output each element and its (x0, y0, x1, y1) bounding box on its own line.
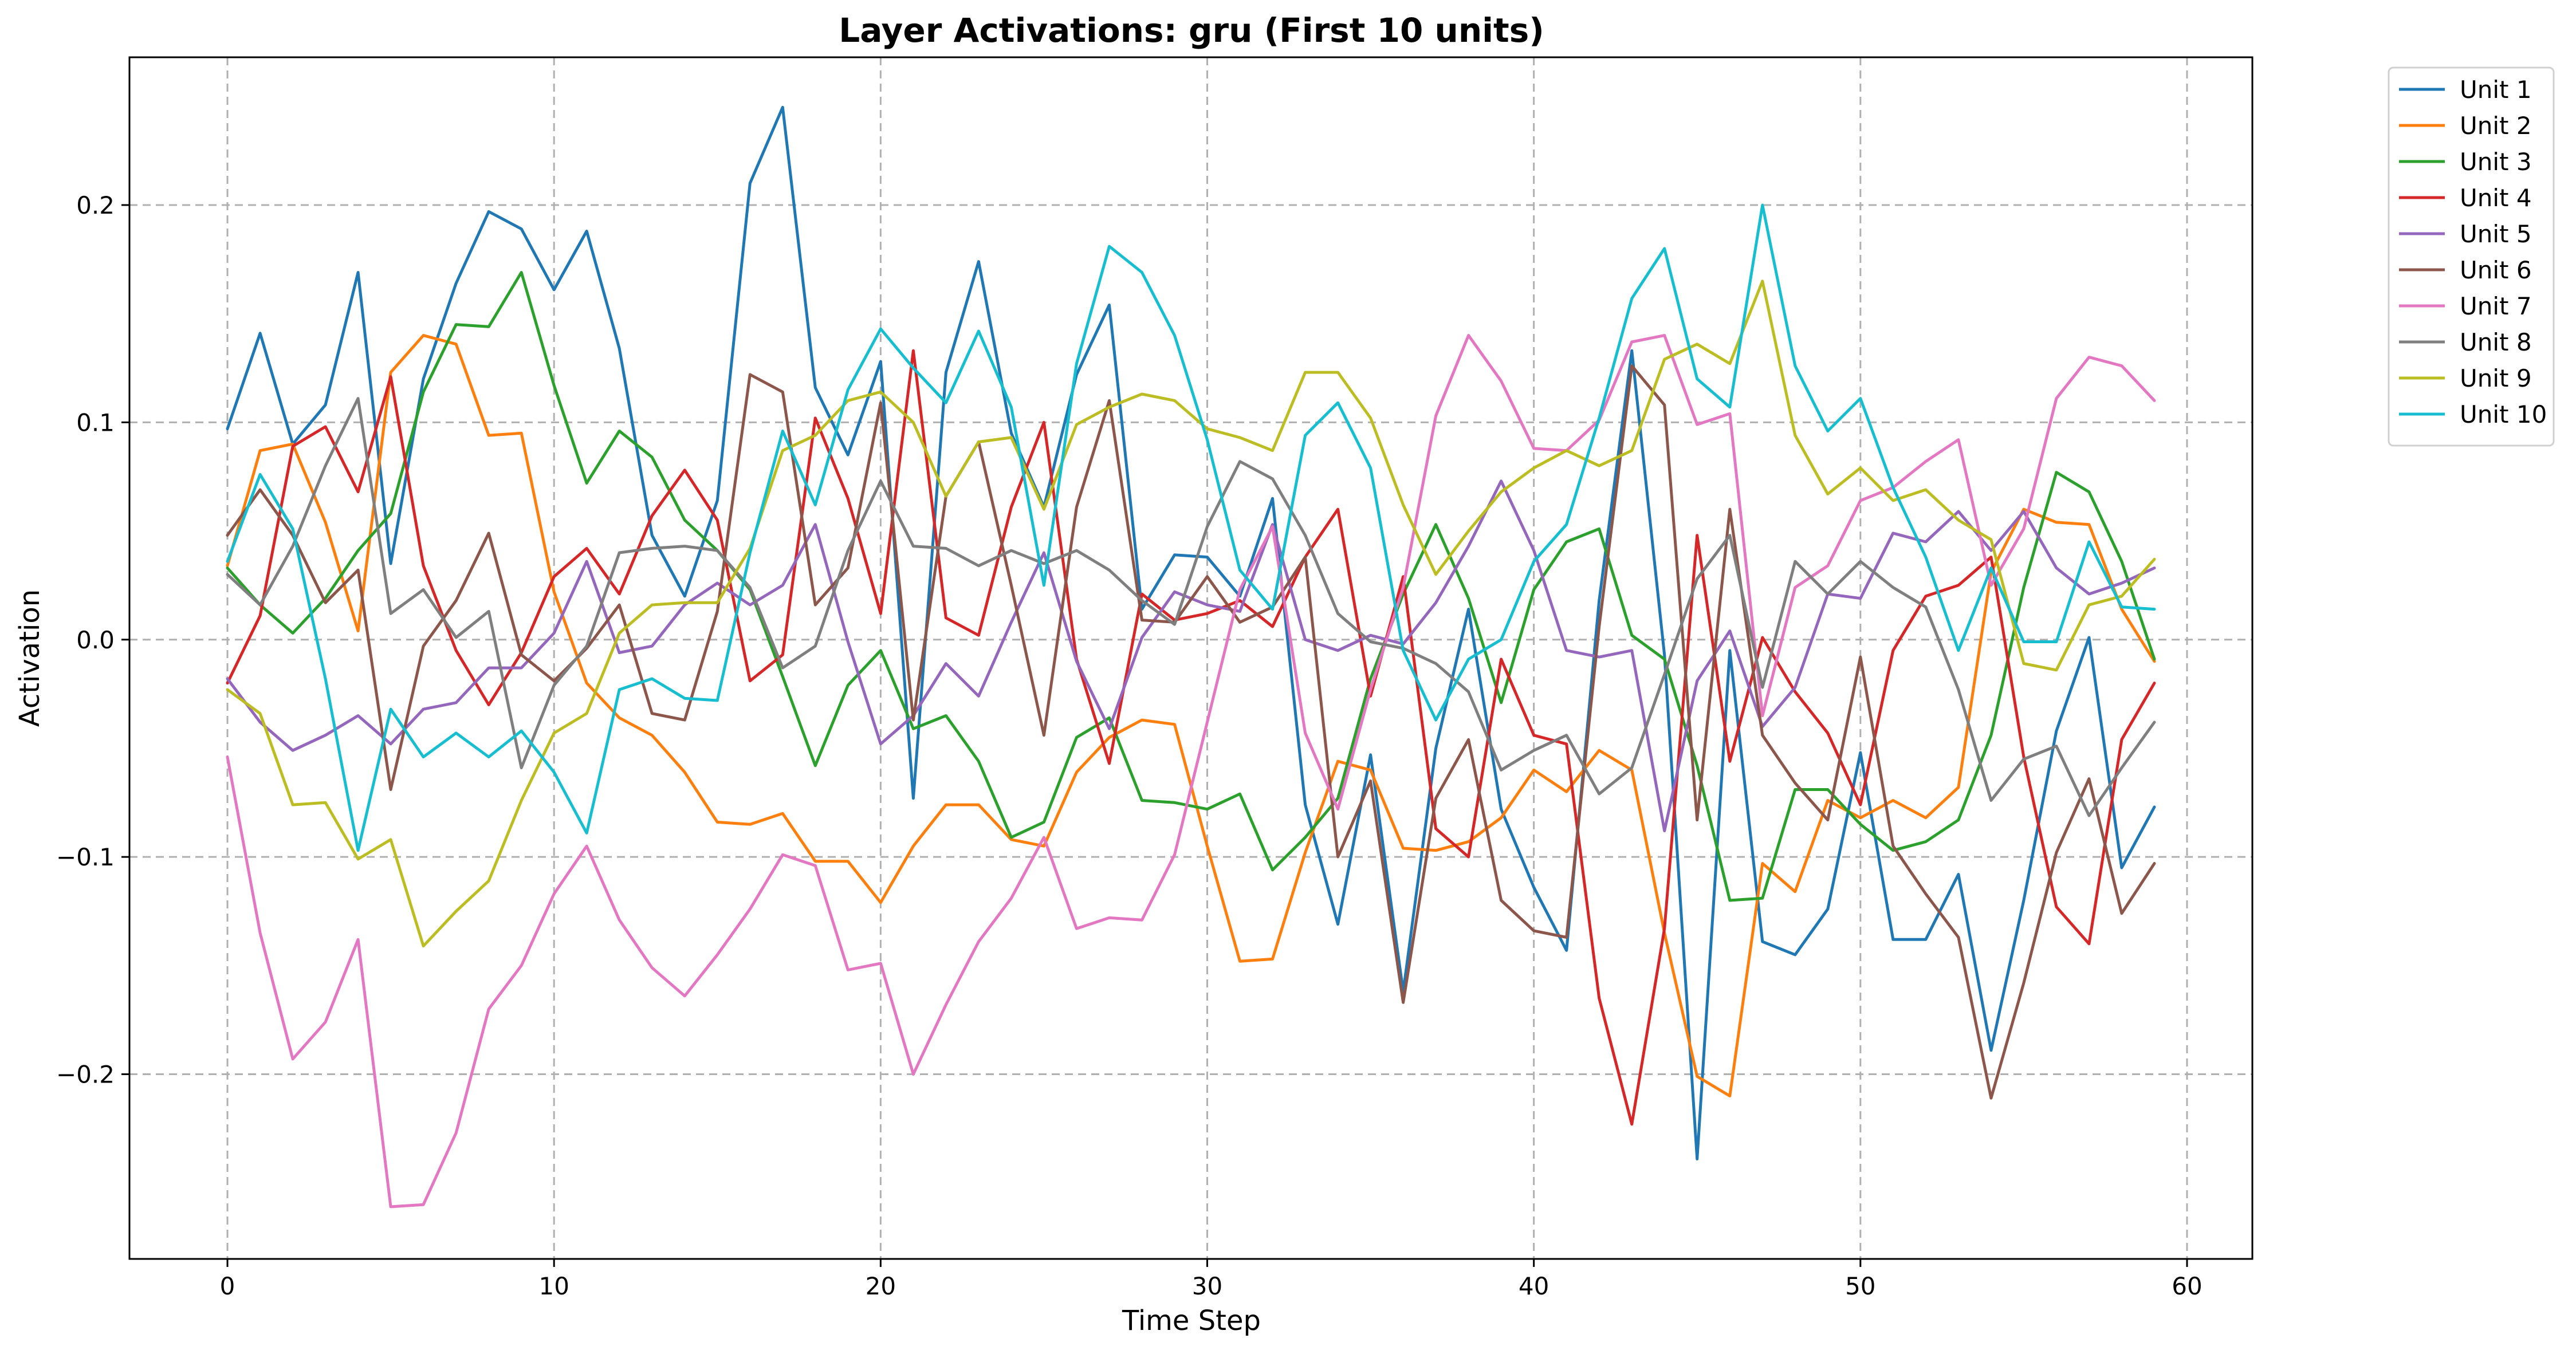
series-line-unit-8 (226, 397, 2156, 817)
y-axis-ticks: −0.2 −0.1 0.0 0.1 0.2 (56, 191, 129, 1089)
x-tick-label: 40 (1519, 1272, 1549, 1300)
x-axis-ticks: 0 10 20 30 40 50 60 (220, 1259, 2203, 1300)
legend-entry-label: Unit 8 (2460, 328, 2532, 356)
series-lines (226, 105, 2156, 1209)
series-line-unit-9 (226, 280, 2156, 948)
x-tick-label: 10 (538, 1272, 569, 1300)
y-axis-label: Activation (14, 589, 46, 727)
legend-entry-label: Unit 6 (2460, 256, 2532, 284)
legend-entry-label: Unit 5 (2460, 220, 2532, 248)
y-tick-label: −0.1 (56, 843, 115, 871)
legend-entry-label: Unit 7 (2460, 292, 2532, 320)
chart-title: Layer Activations: gru (First 10 units) (839, 11, 1544, 50)
series-line-unit-10 (226, 203, 2156, 852)
legend-entry-label: Unit 2 (2460, 112, 2532, 140)
x-tick-label: 0 (220, 1272, 235, 1300)
y-tick-label: −0.2 (56, 1061, 115, 1089)
y-tick-label: 0.1 (76, 408, 115, 436)
series-line-unit-4 (226, 349, 2156, 1126)
plot-area-frame (128, 56, 2253, 1260)
legend-entry-label: Unit 9 (2460, 364, 2532, 392)
x-tick-label: 50 (1845, 1272, 1875, 1300)
x-tick-label: 20 (866, 1272, 896, 1300)
legend-entry-label: Unit 1 (2460, 76, 2532, 104)
legend-entry-label: Unit 10 (2460, 400, 2547, 428)
series-line-unit-6 (226, 364, 2156, 1100)
x-axis-label: Time Step (1122, 1305, 1261, 1337)
legend-entry-label: Unit 4 (2460, 184, 2532, 212)
legend-entry-label: Unit 3 (2460, 148, 2532, 176)
series-line-unit-7 (226, 334, 2156, 1209)
x-tick-label: 30 (1192, 1272, 1222, 1300)
x-tick-label: 60 (2172, 1272, 2202, 1300)
y-tick-label: 0.2 (76, 191, 115, 219)
y-tick-label: 0.0 (76, 626, 115, 654)
legend: Unit 1 Unit 2 Unit 3 Unit 4 Unit 5 Unit 6 Unit… (2388, 66, 2555, 447)
series-line-unit-1 (226, 105, 2156, 1160)
